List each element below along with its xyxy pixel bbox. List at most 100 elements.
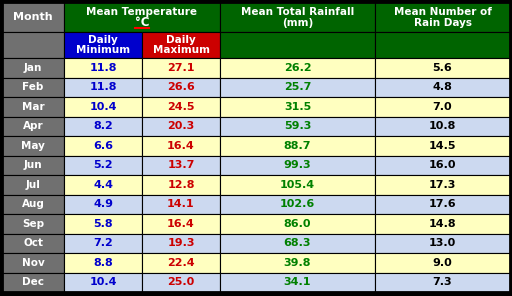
Text: Dec: Dec <box>22 277 44 287</box>
Text: Daily: Daily <box>166 35 196 45</box>
Bar <box>142 194 220 214</box>
Text: 14.5: 14.5 <box>429 141 456 151</box>
Text: 39.8: 39.8 <box>284 258 311 268</box>
Bar <box>142 155 220 175</box>
Text: 5.6: 5.6 <box>433 63 453 73</box>
Bar <box>375 234 510 253</box>
Text: 102.6: 102.6 <box>280 199 315 209</box>
Text: 10.8: 10.8 <box>429 121 456 131</box>
Text: May: May <box>21 141 45 151</box>
Bar <box>142 136 220 155</box>
Text: 17.6: 17.6 <box>429 199 456 209</box>
Bar <box>2 194 64 214</box>
Text: 10.4: 10.4 <box>89 277 117 287</box>
Bar <box>375 78 510 97</box>
Bar <box>2 78 64 97</box>
Bar <box>2 155 64 175</box>
Text: 13.0: 13.0 <box>429 238 456 248</box>
Bar <box>220 32 375 58</box>
Bar <box>2 273 64 292</box>
Bar <box>64 194 142 214</box>
Text: 68.3: 68.3 <box>284 238 311 248</box>
Bar <box>142 97 220 117</box>
Text: 5.2: 5.2 <box>93 160 113 170</box>
Bar <box>64 155 142 175</box>
Text: 7.3: 7.3 <box>433 277 452 287</box>
Bar <box>142 32 220 58</box>
Bar <box>2 2 64 32</box>
Text: 105.4: 105.4 <box>280 180 315 190</box>
Bar <box>375 194 510 214</box>
Bar <box>64 234 142 253</box>
Text: 86.0: 86.0 <box>284 219 311 229</box>
Bar <box>220 175 375 194</box>
Text: 11.8: 11.8 <box>89 63 117 73</box>
Bar <box>64 58 142 78</box>
Text: Jan: Jan <box>24 63 42 73</box>
Text: 19.3: 19.3 <box>167 238 195 248</box>
Text: 20.3: 20.3 <box>167 121 195 131</box>
Text: 13.7: 13.7 <box>167 160 195 170</box>
Bar <box>2 253 64 273</box>
Bar <box>2 214 64 234</box>
Bar <box>2 175 64 194</box>
Bar <box>220 78 375 97</box>
Text: Mar: Mar <box>22 102 45 112</box>
Text: 27.1: 27.1 <box>167 63 195 73</box>
Text: Daily: Daily <box>88 35 118 45</box>
Bar <box>220 155 375 175</box>
Text: °C: °C <box>135 15 150 28</box>
Text: 17.3: 17.3 <box>429 180 456 190</box>
Text: Rain Days: Rain Days <box>414 18 472 28</box>
Bar <box>142 117 220 136</box>
Text: 24.5: 24.5 <box>167 102 195 112</box>
Text: 4.8: 4.8 <box>433 82 453 92</box>
Text: 5.8: 5.8 <box>93 219 113 229</box>
Text: Month: Month <box>13 12 53 22</box>
Bar <box>375 97 510 117</box>
Text: Nov: Nov <box>22 258 45 268</box>
Bar <box>375 136 510 155</box>
Text: Mean Temperature: Mean Temperature <box>87 7 198 17</box>
Bar <box>142 273 220 292</box>
Text: 25.7: 25.7 <box>284 82 311 92</box>
Bar <box>375 155 510 175</box>
Text: Minimum: Minimum <box>76 45 130 55</box>
Text: Sep: Sep <box>22 219 44 229</box>
Bar <box>142 78 220 97</box>
Text: 88.7: 88.7 <box>284 141 311 151</box>
Text: Apr: Apr <box>23 121 44 131</box>
Text: 12.8: 12.8 <box>167 180 195 190</box>
Text: 26.2: 26.2 <box>284 63 311 73</box>
Bar <box>220 97 375 117</box>
Bar <box>64 78 142 97</box>
Text: 9.0: 9.0 <box>433 258 453 268</box>
Bar <box>375 253 510 273</box>
Bar <box>2 58 64 78</box>
Bar <box>64 2 220 32</box>
Text: 59.3: 59.3 <box>284 121 311 131</box>
Bar <box>375 32 510 58</box>
Bar <box>220 214 375 234</box>
Bar <box>2 136 64 155</box>
Text: Jun: Jun <box>24 160 42 170</box>
Text: Mean Total Rainfall: Mean Total Rainfall <box>241 7 354 17</box>
Bar <box>375 175 510 194</box>
Text: 99.3: 99.3 <box>284 160 311 170</box>
Text: 16.4: 16.4 <box>167 141 195 151</box>
Bar <box>220 273 375 292</box>
Bar <box>142 58 220 78</box>
Bar <box>64 32 142 58</box>
Bar <box>375 214 510 234</box>
Text: 7.2: 7.2 <box>93 238 113 248</box>
Bar <box>220 234 375 253</box>
Text: 14.8: 14.8 <box>429 219 456 229</box>
Bar <box>220 58 375 78</box>
Text: 25.0: 25.0 <box>167 277 195 287</box>
Bar <box>375 273 510 292</box>
Bar <box>2 117 64 136</box>
Text: Jul: Jul <box>26 180 40 190</box>
Bar <box>64 97 142 117</box>
Text: Oct: Oct <box>23 238 43 248</box>
Text: 14.1: 14.1 <box>167 199 195 209</box>
